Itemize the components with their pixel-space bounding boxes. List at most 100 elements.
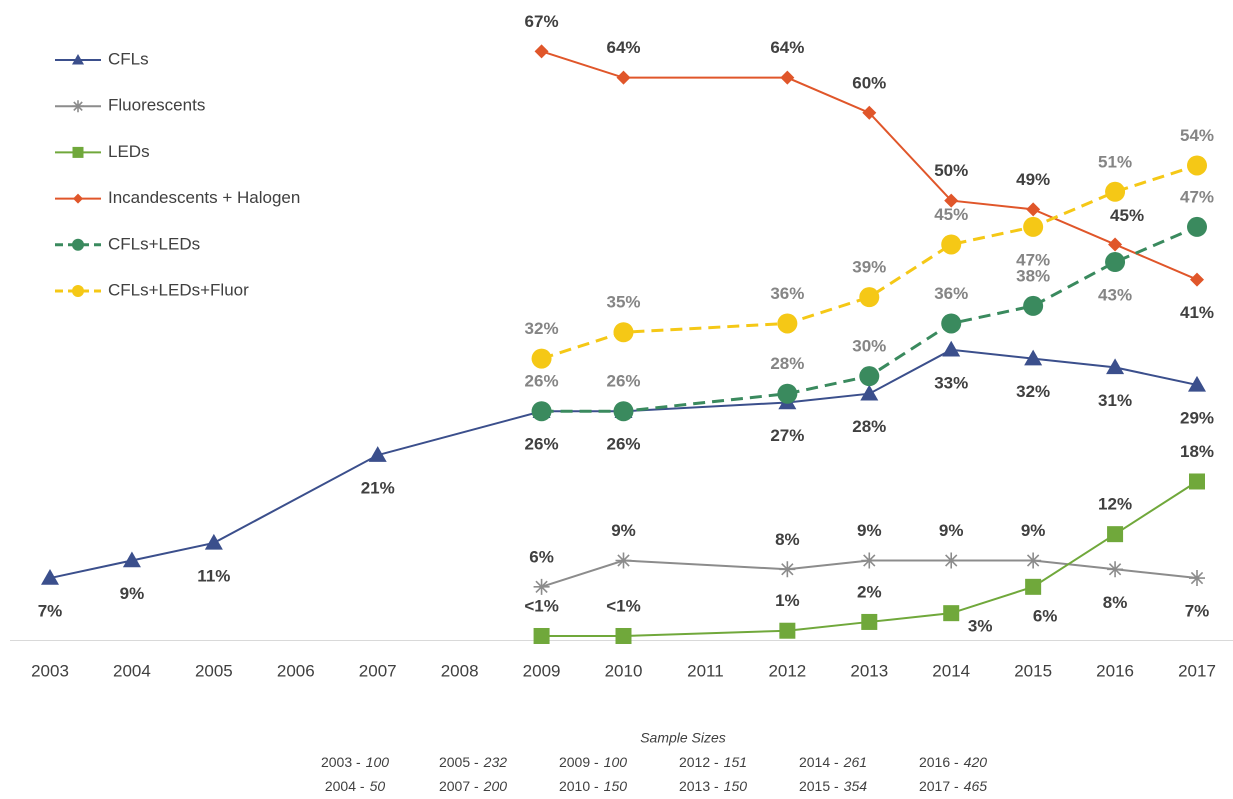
- series-line: [541, 480, 1198, 637]
- data-label: 27%: [770, 426, 804, 445]
- data-point: [41, 569, 59, 585]
- data-point: [533, 627, 550, 644]
- x-tick-label: 2007: [359, 661, 397, 680]
- sample-size: 2013 - 150: [679, 778, 747, 794]
- data-point: [941, 234, 962, 255]
- data-point: [1189, 473, 1205, 490]
- data-label: 35%: [606, 293, 640, 312]
- data-point: [204, 533, 223, 550]
- data-label: 3%: [968, 617, 993, 636]
- data-point: [368, 446, 387, 462]
- data-label: 50%: [934, 161, 968, 180]
- data-label: 36%: [770, 284, 804, 303]
- x-tick-label: 2004: [113, 661, 151, 680]
- data-point: [859, 366, 880, 387]
- sample-count: 151: [724, 754, 747, 770]
- sample-count: 420: [964, 754, 988, 770]
- data-point: [1025, 552, 1042, 569]
- sample-year: 2013 -: [679, 778, 719, 794]
- data-label: 47%: [1180, 187, 1214, 206]
- data-label: 18%: [1180, 442, 1214, 461]
- x-tick-label: 2006: [277, 661, 315, 680]
- data-point: [615, 552, 632, 569]
- sample-size: 2010 - 150: [559, 778, 627, 794]
- data-point: [780, 70, 795, 85]
- series-line: [541, 225, 1198, 413]
- data-label: 28%: [770, 354, 804, 373]
- data-label: 32%: [1016, 382, 1050, 401]
- sample-count: 465: [964, 778, 988, 794]
- data-point: [1108, 237, 1123, 252]
- sample-year: 2012 -: [679, 754, 719, 770]
- data-label: 29%: [1180, 408, 1214, 427]
- data-label: 1%: [775, 591, 800, 610]
- data-label: 54%: [1180, 126, 1214, 145]
- data-label: 45%: [1110, 206, 1144, 225]
- data-label: 38%: [1016, 266, 1050, 285]
- data-point: [533, 578, 550, 595]
- data-label: <1%: [606, 596, 641, 615]
- sample-size: 2003 - 100: [321, 754, 389, 770]
- x-tick-label: 2005: [195, 661, 233, 680]
- series-line: [541, 559, 1198, 588]
- data-label: 9%: [1021, 521, 1046, 540]
- data-point: [613, 401, 634, 422]
- data-label: 30%: [852, 337, 886, 356]
- data-point: [534, 44, 549, 59]
- sample-count: 232: [483, 754, 508, 770]
- data-label: 43%: [1098, 286, 1132, 305]
- data-point: [859, 287, 880, 308]
- legend-label: CFLs: [108, 49, 149, 68]
- data-point: [1026, 202, 1041, 217]
- legend-marker: [72, 54, 84, 65]
- sample-count: 100: [604, 754, 628, 770]
- x-tick-label: 2015: [1014, 661, 1052, 680]
- data-label: 41%: [1180, 303, 1214, 322]
- data-label: 39%: [852, 258, 886, 277]
- data-label: 9%: [611, 521, 636, 540]
- sample-size: 2014 -261: [799, 754, 867, 770]
- data-point: [944, 193, 959, 208]
- data-point: [1105, 181, 1126, 202]
- data-label: 8%: [1103, 593, 1128, 612]
- data-label: 8%: [775, 530, 800, 549]
- data-label: 6%: [1033, 606, 1058, 625]
- series-line: [49, 348, 1198, 580]
- sample-year: 2015 -: [799, 778, 839, 794]
- sample-count: 50: [370, 778, 386, 794]
- data-label: 33%: [934, 373, 968, 392]
- data-label: 21%: [361, 479, 395, 498]
- sample-count: 200: [483, 778, 508, 794]
- legend-label: Fluorescents: [108, 96, 205, 115]
- sample-size: 2012 - 151: [679, 754, 747, 770]
- data-point: [862, 105, 877, 120]
- data-point: [613, 322, 634, 343]
- x-tick-label: 2003: [31, 661, 69, 680]
- x-tick-label: 2008: [441, 661, 479, 680]
- data-point: [1187, 216, 1207, 237]
- sample-size: 2007 -200: [439, 778, 507, 794]
- sample-year: 2017 -: [919, 778, 959, 794]
- legend-marker: [72, 146, 84, 158]
- data-label: 26%: [606, 435, 640, 454]
- legend-label: Incandescents + Halogen: [108, 188, 300, 207]
- sample-count: 150: [724, 778, 748, 794]
- data-label: 28%: [852, 417, 886, 436]
- data-point: [1106, 358, 1125, 375]
- data-point: [942, 340, 961, 357]
- legend-label: CFLs+LEDs+Fluor: [108, 280, 249, 299]
- data-point: [1107, 561, 1124, 578]
- data-point: [1105, 252, 1126, 273]
- data-point: [777, 313, 798, 334]
- data-label: 26%: [606, 372, 640, 391]
- sample-count: 100: [366, 754, 390, 770]
- data-point: [777, 383, 798, 404]
- data-label: 47%: [1016, 250, 1050, 269]
- data-label: 9%: [120, 584, 145, 603]
- data-point: [1190, 272, 1204, 287]
- data-label: 67%: [525, 12, 559, 31]
- sample-year: 2010 -: [559, 778, 599, 794]
- data-point: [779, 622, 796, 639]
- data-label: 11%: [197, 566, 230, 585]
- x-tick-label: 2016: [1096, 661, 1134, 680]
